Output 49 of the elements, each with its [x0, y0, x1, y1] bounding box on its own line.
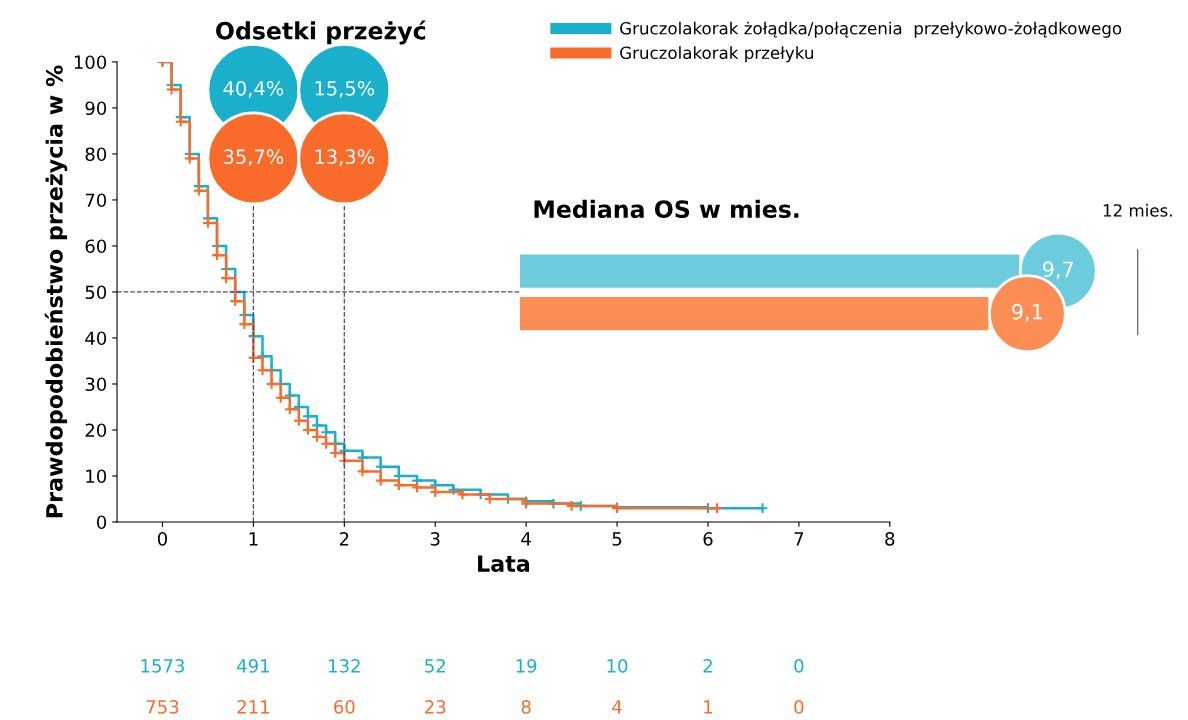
x-tick-label: 3 — [430, 532, 440, 546]
y-tick-label: 100 — [74, 55, 107, 70]
x-axis-title: Lata — [478, 555, 530, 572]
text: 2 — [703, 659, 712, 673]
text: 60 — [334, 700, 355, 714]
annotation: 13,3% — [315, 149, 375, 167]
x-tick-label: 8 — [885, 532, 895, 546]
y-tick-label: 90 — [85, 101, 107, 116]
annotation: 15,5% — [315, 80, 375, 98]
x-tick-label: 5 — [612, 532, 622, 546]
y-tick-label: 10 — [86, 469, 107, 484]
y-tick-label: 60 — [85, 239, 107, 254]
text: 10 — [607, 659, 628, 673]
annotation: 40,4% — [223, 80, 284, 98]
text: 4 — [612, 700, 622, 714]
x-tick-label: 1 — [249, 532, 258, 546]
text: 0 — [794, 700, 804, 714]
x-tick-label: 0 — [157, 532, 168, 546]
text: 8 — [521, 700, 531, 714]
x-tick-label: 6 — [703, 532, 713, 546]
text: 491 — [237, 659, 269, 673]
x-tick-label: 12 mies. — [1103, 203, 1172, 217]
text: 19 — [516, 659, 537, 673]
y-tick-label: 20 — [85, 423, 107, 438]
text: 1 — [704, 700, 713, 714]
text: 52 — [425, 659, 445, 673]
x-tick-label: 7 — [794, 532, 804, 546]
data-label: 9,7 — [1042, 261, 1074, 280]
y-tick-label: 40 — [85, 331, 107, 346]
annotation: 35,7% — [223, 149, 284, 167]
y-axis-title: Prawdopodobieństwo przeżycia w % — [44, 65, 68, 518]
y-tick-label: 70 — [85, 193, 107, 208]
y-tick-label: 80 — [85, 147, 107, 162]
data-label: 9,1 — [1012, 303, 1042, 322]
y-tick-label: 30 — [85, 377, 107, 392]
text: 211 — [237, 700, 269, 714]
legend-label: Gruczolakorak przełyku — [620, 46, 813, 63]
chart-title: Mediana OS w mies. — [534, 199, 799, 219]
text: 1573 — [141, 659, 184, 673]
y-tick-label: 0 — [97, 515, 107, 530]
y-tick-label: 50 — [85, 285, 107, 300]
text: 753 — [146, 700, 179, 714]
legend-label: Gruczolakorak żołądka/połączenia przełykowo-żołądkowego — [620, 21, 1122, 38]
x-tick-label: 2 — [339, 532, 349, 546]
text: 132 — [329, 659, 360, 673]
text: 0 — [794, 659, 804, 673]
text: 23 — [425, 700, 446, 714]
text: Odsetki przeżyć — [216, 20, 426, 45]
x-tick-label: 4 — [521, 532, 531, 546]
